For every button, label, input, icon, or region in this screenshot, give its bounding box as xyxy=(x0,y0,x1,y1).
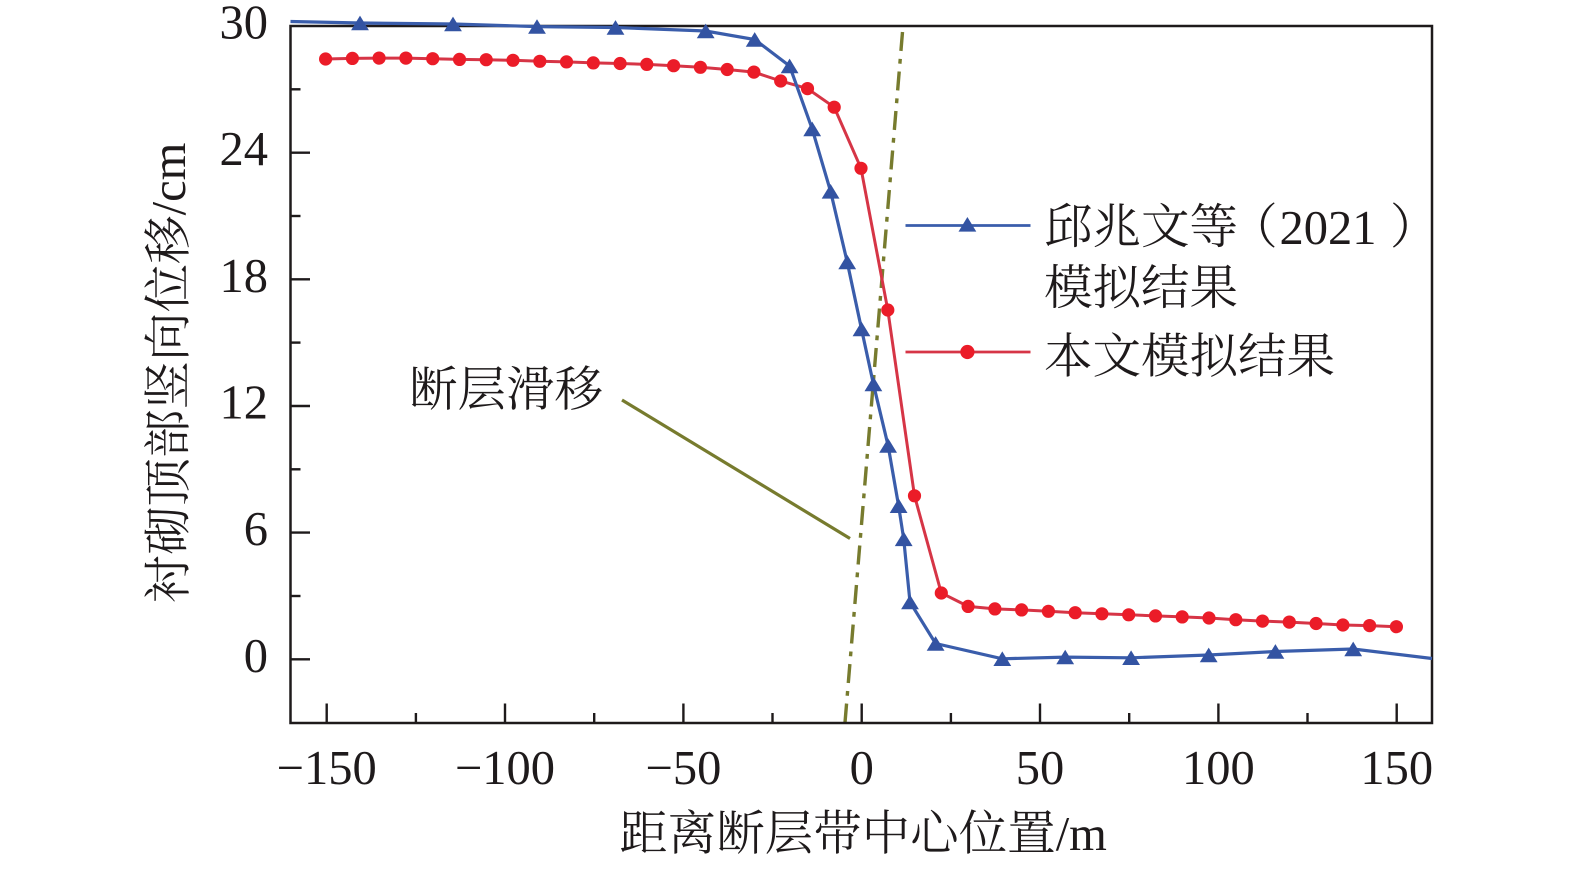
svg-text:100: 100 xyxy=(1182,742,1255,795)
svg-text:150: 150 xyxy=(1360,742,1433,795)
svg-text:50: 50 xyxy=(1016,742,1065,795)
svg-text:30: 30 xyxy=(220,0,269,50)
svg-text:−50: −50 xyxy=(645,742,721,795)
svg-text:18: 18 xyxy=(220,250,269,303)
svg-text:24: 24 xyxy=(220,123,269,176)
svg-text:−150: −150 xyxy=(277,742,377,795)
svg-text:0: 0 xyxy=(850,742,874,795)
svg-text:12: 12 xyxy=(220,377,269,430)
svg-text:0: 0 xyxy=(244,630,268,683)
svg-text:−100: −100 xyxy=(455,742,555,795)
svg-text:2021: 2021 xyxy=(1280,202,1377,255)
svg-text:/cm: /cm xyxy=(143,143,196,216)
svg-text:/m: /m xyxy=(1056,808,1107,861)
svg-text:6: 6 xyxy=(244,503,268,556)
